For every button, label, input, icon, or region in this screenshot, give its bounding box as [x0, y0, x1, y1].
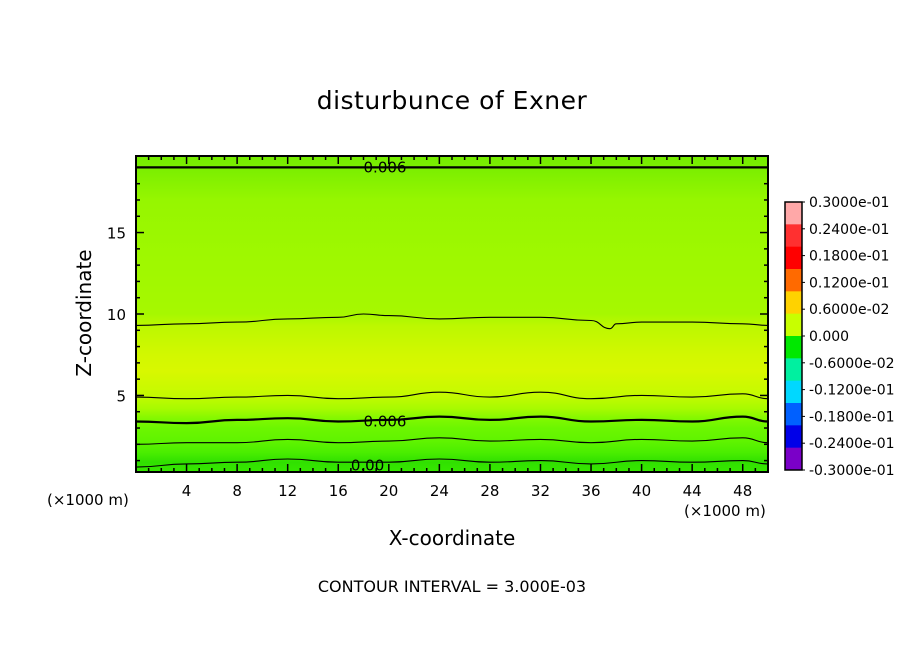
colorbar-label: 0.1200e-01: [809, 275, 889, 291]
x-tick-label: 4: [182, 482, 192, 500]
x-tick-label: 36: [581, 482, 600, 500]
x-tick-label: 8: [232, 482, 242, 500]
contour-lines: [135, 166, 769, 468]
colorbar-label: -0.1800e-01: [809, 409, 895, 425]
colorbar-swatch: [785, 380, 802, 404]
colorbar-swatch: [785, 224, 802, 248]
x-tick-label: 32: [531, 482, 550, 500]
colorbar-label: 0.3000e-01: [809, 195, 889, 211]
x-tick-label: 24: [430, 482, 449, 500]
colorbar-swatch: [785, 425, 802, 449]
x-tick-label: 28: [480, 482, 499, 500]
colorbar-label: 0.1800e-01: [809, 249, 889, 265]
x-axis-label: X-coordinate: [388, 526, 516, 550]
field-fill: [136, 156, 768, 472]
x-unit-left: (×1000 m): [47, 491, 129, 509]
x-tick-label: 16: [329, 482, 348, 500]
colorbar-label: -0.1200e-01: [809, 383, 895, 399]
x-tick-label: 48: [733, 482, 752, 500]
colorbar-swatch: [785, 246, 802, 270]
colorbar-swatch: [785, 291, 802, 315]
colorbar-swatch: [785, 358, 802, 382]
contour-line: [135, 313, 769, 330]
colorbar-label: -0.2400e-01: [809, 436, 895, 452]
colorbar-swatch: [785, 336, 802, 359]
colorbar-swatch: [785, 202, 802, 225]
x-unit-right: (×1000 m): [684, 502, 766, 520]
contour-line: [135, 437, 769, 445]
contour-line: [135, 415, 769, 425]
contour-interval-note: CONTOUR INTERVAL = 3.000E-03: [317, 577, 587, 596]
y-tick-label: 15: [107, 225, 126, 243]
contour-label: 0.006: [364, 413, 407, 431]
y-axis-label: Z-coordinate: [72, 249, 96, 377]
colorbar: 0.3000e-01 0.2400e-01 0.1800e-01 0.1200e-01…: [784, 195, 895, 479]
contour-line: [135, 458, 769, 468]
x-tick-label: 20: [379, 482, 398, 500]
y-tick-label: 10: [107, 306, 126, 324]
x-tick-label: 40: [632, 482, 651, 500]
colorbar-swatch: [785, 269, 802, 292]
colorbar-swatch: [785, 447, 802, 471]
chart-title: disturbunce of Exner: [316, 86, 588, 115]
colorbar-swatch: [785, 313, 802, 337]
colorbar-label: 0.000: [809, 329, 849, 345]
y-tick-label: 5: [116, 387, 126, 405]
contour-label: 0.006: [364, 158, 407, 176]
colorbar-swatch: [785, 403, 802, 426]
x-tick-label: 44: [683, 482, 702, 500]
x-tick-label: 12: [278, 482, 297, 500]
contour-line: [135, 391, 769, 400]
colorbar-label: -0.6000e-02: [809, 356, 895, 372]
colorbar-label: 0.6000e-02: [809, 302, 889, 318]
colorbar-label: -0.3000e-01: [809, 463, 895, 479]
colorbar-label: 0.2400e-01: [809, 222, 889, 238]
